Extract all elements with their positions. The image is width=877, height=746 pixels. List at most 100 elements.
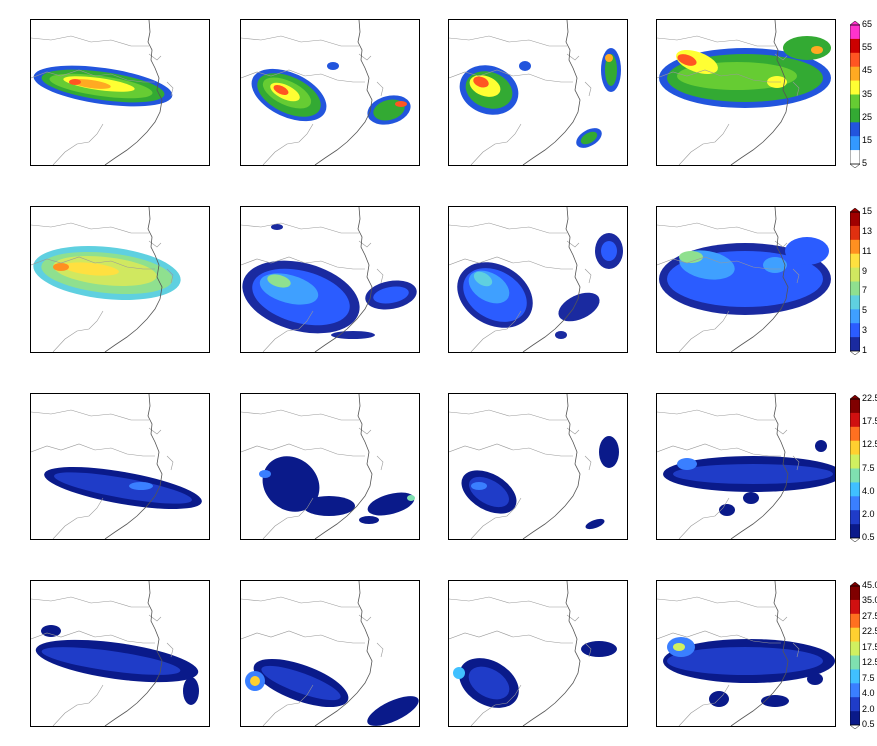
colorbar-swatch [850, 212, 860, 227]
map-panel [448, 206, 628, 353]
colorbar-arrow-bottom [849, 350, 861, 356]
field-blob [373, 286, 409, 304]
colorbar-label: 17.5 [862, 416, 877, 427]
colorbar-label: 9 [862, 265, 868, 276]
map-canvas [449, 394, 619, 539]
map-panel [448, 19, 628, 166]
colorbar-swatch [850, 697, 860, 712]
field-blob [783, 36, 831, 60]
colorbar-label: 7.5 [862, 672, 875, 683]
field-blob [679, 251, 703, 263]
field-blob [395, 101, 407, 107]
state-border [657, 409, 800, 539]
colorbar [849, 20, 861, 173]
state-border [31, 222, 174, 352]
field-blob [407, 495, 415, 501]
colorbar-swatch [850, 440, 860, 455]
field-blob [267, 274, 291, 288]
colorbar-label: 22.5 [862, 626, 877, 637]
field-blob [63, 262, 119, 276]
coastline [730, 207, 789, 352]
colorbar-label: 15 [862, 206, 873, 216]
coastline [104, 581, 163, 726]
field-blob [468, 666, 510, 700]
coastline [314, 20, 373, 165]
field-blob [719, 504, 735, 516]
state-border [31, 409, 174, 539]
map-panel [30, 19, 210, 166]
colorbar-swatch [850, 122, 860, 137]
colorbar-canvas [849, 581, 861, 730]
coastline [730, 20, 789, 165]
colorbar-label: 5 [862, 158, 868, 168]
map-panel [448, 580, 628, 727]
field-blob [273, 85, 289, 95]
coastline [522, 20, 581, 165]
colorbar-swatch [850, 496, 860, 511]
colorbar-label: 4.0 [862, 688, 875, 699]
colorbar-arrow-top [849, 20, 861, 26]
colorbar-swatch [850, 94, 860, 109]
colorbar-swatch [850, 323, 860, 338]
coastline [522, 394, 581, 539]
state-border [31, 35, 174, 165]
state-border [449, 222, 592, 352]
field-blob [129, 482, 153, 490]
colorbar-canvas [849, 20, 861, 169]
colorbar-swatch [850, 80, 860, 95]
colorbar-swatch [850, 225, 860, 241]
colorbar-swatch [850, 52, 860, 67]
field-blob [69, 79, 81, 85]
colorbar-label: 35 [862, 88, 873, 99]
map-canvas [657, 394, 835, 539]
field-blob [271, 224, 283, 230]
field-blob [815, 440, 827, 452]
field-blob [667, 647, 823, 675]
coastline [730, 581, 789, 726]
colorbar-swatch [850, 627, 860, 642]
colorbar-label: 2.0 [862, 508, 875, 519]
colorbar-swatch [850, 655, 860, 670]
coastline [522, 207, 581, 352]
field-blob [677, 54, 697, 66]
colorbar-label: 7 [862, 285, 868, 296]
colorbar-swatch [850, 136, 860, 151]
map-panel [30, 393, 210, 540]
field-blob [331, 331, 375, 339]
map-canvas [31, 394, 202, 539]
map-canvas [449, 207, 623, 352]
field-blob [41, 647, 181, 675]
state-border [449, 35, 592, 165]
colorbar-arrow-bottom [849, 163, 861, 169]
map-canvas [449, 581, 617, 726]
colorbar-label: 11 [862, 245, 872, 256]
map-canvas [31, 20, 174, 165]
colorbar-label: 12.5 [862, 439, 877, 450]
coastline [730, 394, 789, 539]
field-blob [54, 472, 192, 504]
field-blob [41, 625, 61, 637]
colorbar-swatch [850, 454, 860, 469]
colorbar-swatch [850, 669, 860, 684]
field-blob [359, 516, 379, 524]
field-blob [605, 54, 617, 86]
field-blob [367, 696, 419, 726]
colorbar-label: 25 [862, 111, 873, 122]
colorbar-label: 22.5 [862, 393, 877, 403]
colorbar-swatch [850, 108, 860, 123]
map-panel [448, 393, 628, 540]
coastline [314, 581, 373, 726]
colorbar-label: 4.0 [862, 485, 875, 496]
colorbar-label: 3 [862, 325, 868, 336]
field-blob [763, 257, 787, 273]
state-border [241, 35, 384, 165]
field-blob [183, 677, 199, 705]
field-blob [811, 46, 823, 54]
colorbar-label: 45 [862, 65, 873, 76]
map-panel [656, 393, 836, 540]
colorbar-arrow-bottom [849, 724, 861, 730]
colorbar-arrow-top [849, 207, 861, 213]
state-border [657, 596, 800, 726]
field-blob [71, 79, 111, 89]
field-blob [453, 667, 465, 679]
